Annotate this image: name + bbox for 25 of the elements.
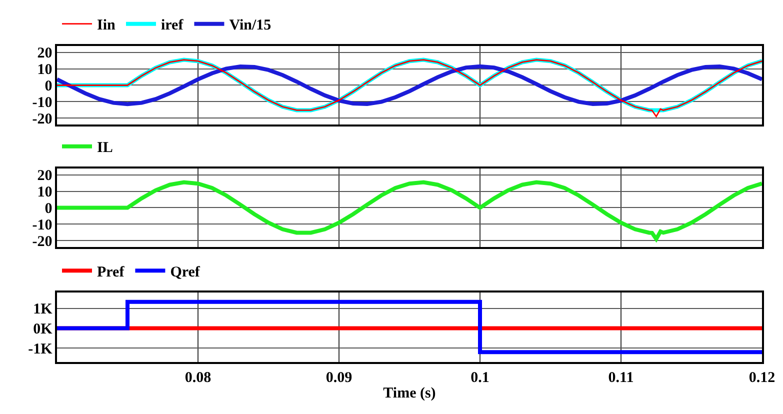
y-tick-label: 10 [37,62,52,78]
y-tick-label: -1K [28,341,53,358]
legend-label: Qref [170,264,201,280]
y-tick-label: -10 [32,94,52,111]
x-tick-label: 0.1 [470,370,490,386]
legend-label: iref [161,18,184,34]
x-axis-title: Time (s) [383,385,436,402]
x-tick-label: 0.12 [748,370,776,386]
x-tick-label: 0.11 [608,370,634,386]
y-tick-label: -20 [32,234,52,250]
legend-label: Pref [97,264,126,280]
legend-label: Iin [97,18,116,34]
y-tick-label: 0 [44,78,52,94]
y-tick-label: 1K [33,302,53,318]
y-tick-label: -10 [32,217,52,234]
x-tick-label: 0.09 [326,370,352,386]
legend-label: Vin/15 [229,18,272,34]
y-tick-label: 10 [37,184,52,201]
x-tick-label: 0.08 [184,370,212,386]
y-tick-label: 0K [33,322,53,338]
y-tick-label: 20 [37,46,52,62]
y-tick-label: -20 [32,111,52,128]
y-tick-label: 0 [44,200,52,217]
y-tick-label: 20 [37,168,52,184]
legend-label: IL [97,140,113,156]
